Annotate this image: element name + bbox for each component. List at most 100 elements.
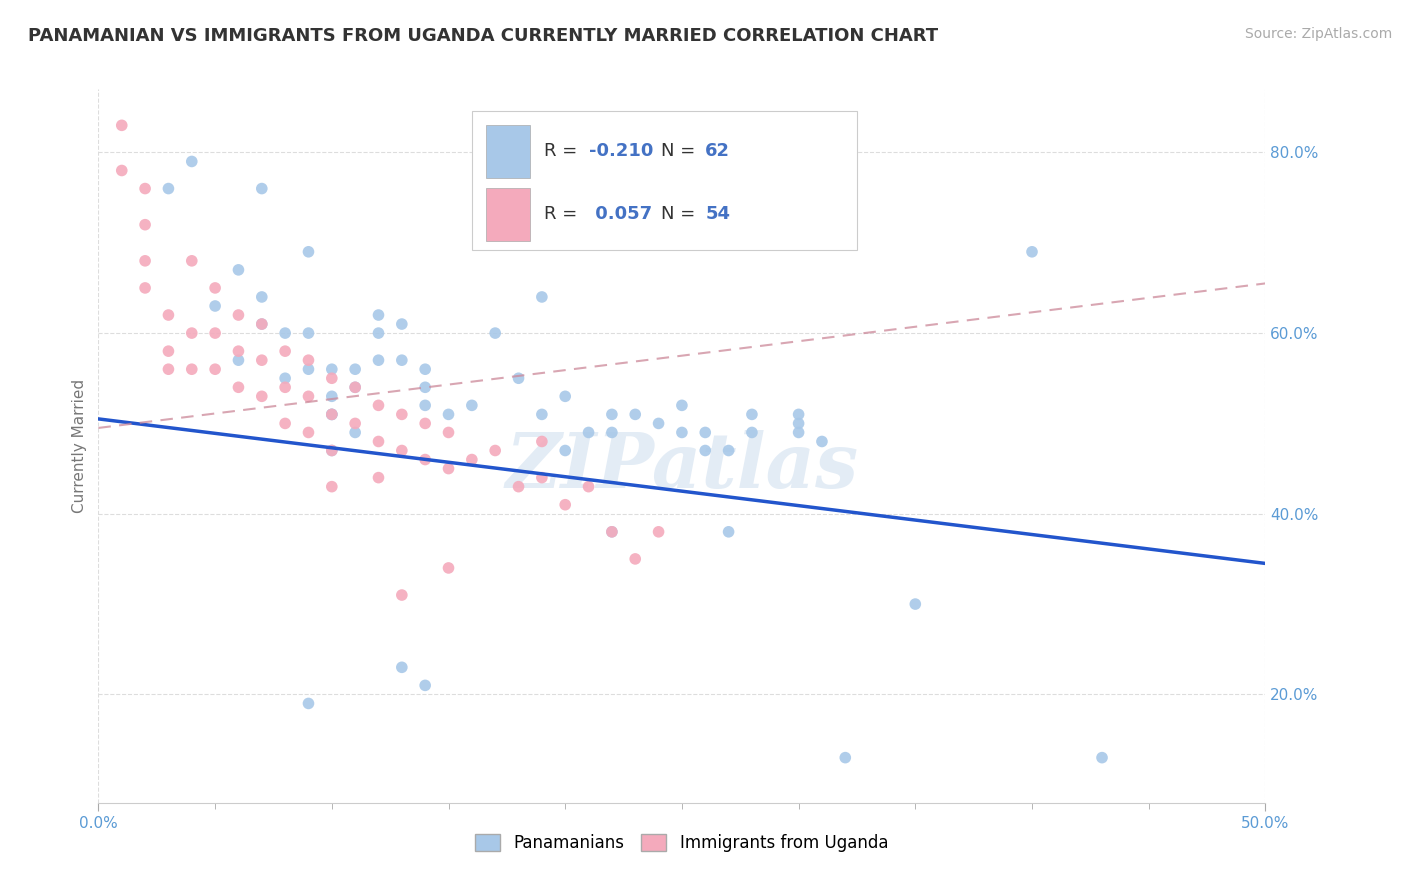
- Point: [344, 362, 367, 376]
- Point: [321, 480, 343, 494]
- Point: [787, 425, 810, 440]
- Bar: [486, 187, 530, 241]
- Point: [695, 443, 717, 458]
- Point: [391, 353, 413, 368]
- Point: [437, 561, 460, 575]
- Point: [484, 326, 506, 340]
- Point: [111, 163, 134, 178]
- Point: [321, 408, 343, 422]
- Point: [297, 326, 319, 340]
- Point: [413, 452, 436, 467]
- Bar: [486, 125, 530, 178]
- Point: [321, 371, 343, 385]
- Point: [530, 290, 553, 304]
- Point: [413, 678, 436, 692]
- Point: [228, 263, 250, 277]
- Point: [297, 353, 319, 368]
- Text: 0.057: 0.057: [589, 205, 651, 223]
- Point: [321, 443, 343, 458]
- Point: [157, 308, 180, 322]
- Point: [578, 425, 600, 440]
- Point: [157, 344, 180, 359]
- Point: [413, 398, 436, 412]
- Point: [344, 425, 367, 440]
- Point: [437, 408, 460, 422]
- Point: [321, 362, 343, 376]
- Text: N =: N =: [661, 205, 702, 223]
- Text: N =: N =: [661, 143, 702, 161]
- Text: R =: R =: [544, 205, 583, 223]
- Point: [134, 181, 156, 195]
- Point: [321, 443, 343, 458]
- Point: [811, 434, 834, 449]
- Point: [204, 281, 226, 295]
- FancyBboxPatch shape: [472, 111, 858, 250]
- Point: [157, 181, 180, 195]
- Point: [250, 353, 273, 368]
- Text: 54: 54: [706, 205, 730, 223]
- Point: [624, 552, 647, 566]
- Point: [461, 452, 484, 467]
- Point: [157, 362, 180, 376]
- Point: [250, 181, 273, 195]
- Point: [274, 417, 297, 431]
- Text: Source: ZipAtlas.com: Source: ZipAtlas.com: [1244, 27, 1392, 41]
- Point: [647, 524, 669, 539]
- Point: [787, 417, 810, 431]
- Point: [204, 326, 226, 340]
- Point: [344, 380, 367, 394]
- Point: [250, 389, 273, 403]
- Point: [134, 218, 156, 232]
- Point: [1021, 244, 1043, 259]
- Point: [344, 380, 367, 394]
- Point: [554, 498, 576, 512]
- Point: [297, 362, 319, 376]
- Point: [321, 389, 343, 403]
- Point: [717, 524, 740, 539]
- Point: [367, 434, 389, 449]
- Point: [600, 425, 623, 440]
- Point: [647, 417, 669, 431]
- Point: [787, 408, 810, 422]
- Point: [228, 353, 250, 368]
- Text: ZIPatlas: ZIPatlas: [505, 431, 859, 504]
- Point: [437, 461, 460, 475]
- Point: [367, 326, 389, 340]
- Point: [367, 470, 389, 484]
- Point: [695, 425, 717, 440]
- Y-axis label: Currently Married: Currently Married: [72, 379, 87, 513]
- Point: [671, 398, 693, 412]
- Text: PANAMANIAN VS IMMIGRANTS FROM UGANDA CURRENTLY MARRIED CORRELATION CHART: PANAMANIAN VS IMMIGRANTS FROM UGANDA CUR…: [28, 27, 938, 45]
- Point: [297, 697, 319, 711]
- Point: [297, 244, 319, 259]
- Point: [413, 417, 436, 431]
- Point: [297, 389, 319, 403]
- Point: [741, 425, 763, 440]
- Point: [508, 480, 530, 494]
- Point: [204, 299, 226, 313]
- Point: [578, 480, 600, 494]
- Point: [228, 380, 250, 394]
- Point: [250, 290, 273, 304]
- Point: [413, 380, 436, 394]
- Point: [624, 408, 647, 422]
- Point: [530, 470, 553, 484]
- Point: [134, 253, 156, 268]
- Point: [180, 253, 202, 268]
- Point: [530, 408, 553, 422]
- Point: [228, 344, 250, 359]
- Point: [1091, 750, 1114, 764]
- Point: [391, 443, 413, 458]
- Point: [250, 317, 273, 331]
- Point: [391, 588, 413, 602]
- Point: [834, 750, 856, 764]
- Point: [367, 353, 389, 368]
- Point: [111, 119, 134, 133]
- Point: [228, 308, 250, 322]
- Point: [134, 281, 156, 295]
- Point: [554, 443, 576, 458]
- Point: [508, 371, 530, 385]
- Point: [530, 434, 553, 449]
- Point: [600, 524, 623, 539]
- Point: [437, 425, 460, 440]
